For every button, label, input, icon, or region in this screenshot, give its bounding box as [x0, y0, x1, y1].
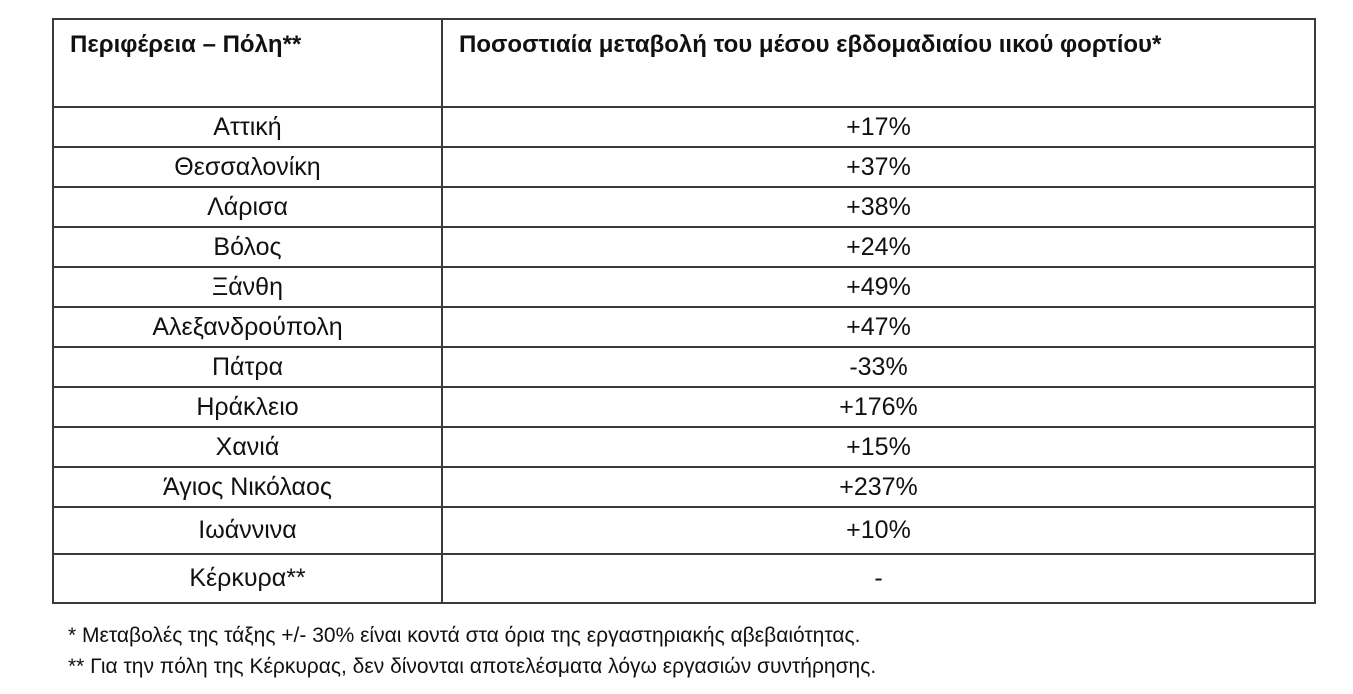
city-cell: Λάρισα — [52, 186, 443, 228]
footnotes: * Μεταβολές της τάξης +/- 30% είναι κοντ… — [68, 620, 876, 682]
city-cell: Αττική — [52, 106, 443, 148]
table-row: Κέρκυρα** - — [52, 553, 1316, 604]
footnote-corfu: ** Για την πόλη της Κέρκυρας, δεν δίνοντ… — [68, 655, 877, 678]
header-region-city: Περιφέρεια – Πόλη** — [52, 18, 443, 108]
change-cell: +17% — [441, 106, 1316, 148]
city-cell: Θεσσαλονίκη — [52, 146, 443, 188]
footnote-uncertainty: * Μεταβολές της τάξης +/- 30% είναι κοντ… — [68, 624, 861, 647]
city-cell: Ξάνθη — [52, 266, 443, 308]
change-cell: +38% — [441, 186, 1316, 228]
city-cell: Πάτρα — [52, 346, 443, 388]
change-cell: -33% — [441, 346, 1316, 388]
change-cell: +37% — [441, 146, 1316, 188]
table-row: Αλεξανδρούπολη +47% — [52, 306, 1316, 348]
table-row: Ιωάννινα +10% — [52, 506, 1316, 555]
table-row: Ηράκλειο +176% — [52, 386, 1316, 428]
change-cell: +237% — [441, 466, 1316, 508]
city-cell: Ιωάννινα — [52, 506, 443, 555]
table-row: Άγιος Νικόλαος +237% — [52, 466, 1316, 508]
table-row: Λάρισα +38% — [52, 186, 1316, 228]
change-cell: +47% — [441, 306, 1316, 348]
table-row: Πάτρα -33% — [52, 346, 1316, 388]
table-row: Ξάνθη +49% — [52, 266, 1316, 308]
change-cell: +24% — [441, 226, 1316, 268]
table-row: Θεσσαλονίκη +37% — [52, 146, 1316, 188]
change-cell: +176% — [441, 386, 1316, 428]
header-percent-change: Ποσοστιαία μεταβολή του μέσου εβδομαδιαί… — [441, 18, 1316, 108]
change-cell: +10% — [441, 506, 1316, 555]
city-cell: Κέρκυρα** — [52, 553, 443, 604]
table-row: Αττική +17% — [52, 106, 1316, 148]
change-cell: - — [441, 553, 1316, 604]
data-table-container: Περιφέρεια – Πόλη** Ποσοστιαία μεταβολή … — [52, 18, 1316, 604]
city-cell: Αλεξανδρούπολη — [52, 306, 443, 348]
change-cell: +49% — [441, 266, 1316, 308]
viral-load-table: Περιφέρεια – Πόλη** Ποσοστιαία μεταβολή … — [52, 18, 1316, 604]
city-cell: Βόλος — [52, 226, 443, 268]
city-cell: Ηράκλειο — [52, 386, 443, 428]
table-header-row: Περιφέρεια – Πόλη** Ποσοστιαία μεταβολή … — [52, 18, 1316, 108]
table-row: Χανιά +15% — [52, 426, 1316, 468]
table-row: Βόλος +24% — [52, 226, 1316, 268]
city-cell: Χανιά — [52, 426, 443, 468]
change-cell: +15% — [441, 426, 1316, 468]
city-cell: Άγιος Νικόλαος — [52, 466, 443, 508]
